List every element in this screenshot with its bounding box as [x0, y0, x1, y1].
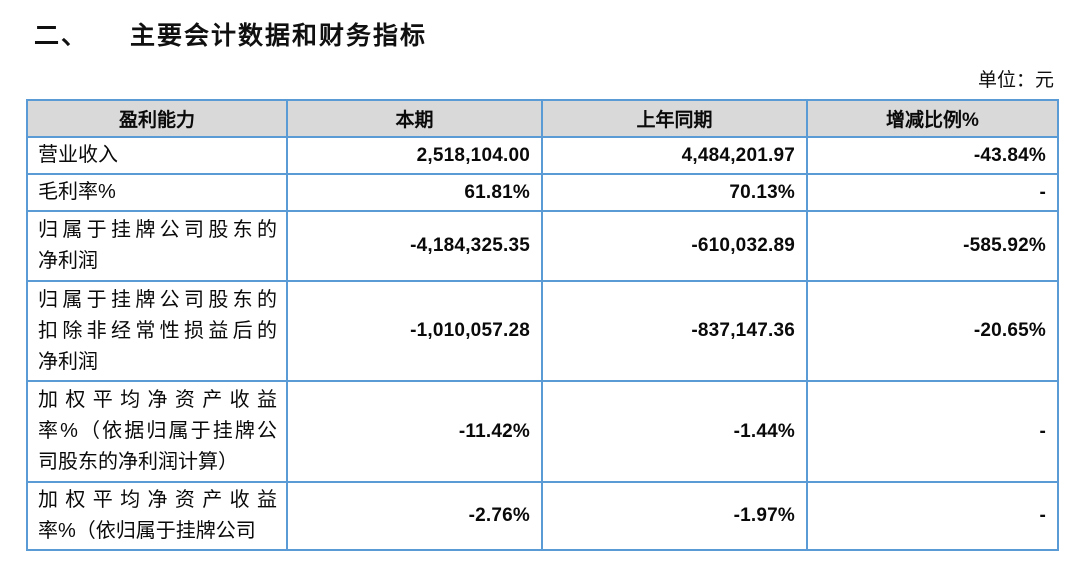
column-header-prior-period: 上年同期: [541, 99, 808, 138]
row-label-cell: 营业收入: [26, 136, 288, 175]
change-ratio-value: -: [806, 380, 1059, 483]
row-label: 加权平均净资产收益 率%（依归属于挂牌公司: [38, 485, 277, 547]
row-label-cell: 归属于挂牌公司股东的 扣除非经常性损益后的 净利润: [26, 280, 288, 382]
row-label-cell: 加权平均净资产收益 率%（依据归属于挂牌公 司股东的净利润计算）: [26, 380, 288, 483]
row-label: 加权平均净资产收益 率%（依据归属于挂牌公 司股东的净利润计算）: [38, 385, 277, 478]
row-label-line: 净利润: [38, 250, 98, 272]
section-heading: 二、 主要会计数据和财务指标: [34, 16, 427, 52]
financial-indicators-table: 盈利能力 本期 上年同期 增减比例% 营业收入 2,518,104.00 4,4…: [26, 99, 1059, 551]
current-period-value: -11.42%: [286, 380, 543, 483]
current-period-value: -2.76%: [286, 481, 543, 551]
section-title-text: 主要会计数据和财务指标: [130, 22, 428, 50]
table-row: 加权平均净资产收益 率%（依归属于挂牌公司 -2.76% -1.97% -: [26, 481, 1059, 551]
row-label-cell: 加权平均净资产收益 率%（依归属于挂牌公司: [26, 481, 288, 551]
table-body: 营业收入 2,518,104.00 4,484,201.97 -43.84% 毛…: [26, 136, 1059, 551]
table-row: 归属于挂牌公司股东的 净利润 -4,184,325.35 -610,032.89 …: [26, 210, 1059, 282]
row-label-cell: 归属于挂牌公司股东的 净利润: [26, 210, 288, 282]
change-ratio-value: -585.92%: [806, 210, 1059, 282]
change-ratio-value: -20.65%: [806, 280, 1059, 382]
row-label-line: 率%（依归属于挂牌公司: [38, 520, 256, 542]
row-label-line: 毛利率%: [38, 181, 116, 203]
row-label-line: 加权平均净资产收益: [38, 489, 277, 511]
row-label-line: 加权平均净资产收益: [38, 389, 277, 411]
prior-period-value: -610,032.89: [541, 210, 808, 282]
current-period-value: -4,184,325.35: [286, 210, 543, 282]
row-label: 毛利率%: [38, 177, 277, 208]
row-label-cell: 毛利率%: [26, 173, 288, 212]
row-label-line: 归属于挂牌公司股东的: [38, 288, 277, 311]
current-period-value: -1,010,057.28: [286, 280, 543, 382]
prior-period-value: -1.44%: [541, 380, 808, 483]
prior-period-value: 4,484,201.97: [541, 136, 808, 175]
row-label-line: 营业收入: [38, 144, 118, 166]
row-label-line: 率%（依据归属于挂牌公: [38, 420, 277, 442]
column-header-profitability: 盈利能力: [26, 99, 288, 138]
row-label-line: 归属于挂牌公司股东的: [38, 219, 277, 241]
table-row: 加权平均净资产收益 率%（依据归属于挂牌公 司股东的净利润计算） -11.42% -…: [26, 380, 1059, 483]
unit-label: 单位：元: [977, 70, 1054, 91]
current-period-value: 2,518,104.00: [286, 136, 543, 175]
row-label: 归属于挂牌公司股东的 扣除非经常性损益后的 净利润: [38, 285, 277, 378]
prior-period-value: -837,147.36: [541, 280, 808, 382]
column-header-current-period: 本期: [286, 99, 543, 138]
change-ratio-value: -43.84%: [806, 136, 1059, 175]
row-label: 归属于挂牌公司股东的 净利润: [38, 215, 277, 277]
table-row: 毛利率% 61.81% 70.13% -: [26, 173, 1059, 212]
change-ratio-value: -: [806, 481, 1059, 551]
current-period-value: 61.81%: [286, 173, 543, 212]
table-row: 营业收入 2,518,104.00 4,484,201.97 -43.84%: [26, 136, 1059, 175]
prior-period-value: -1.97%: [541, 481, 808, 551]
row-label-line: 司股东的净利润计算）: [38, 451, 238, 473]
column-header-change-ratio: 增减比例%: [806, 99, 1059, 138]
section-number: 二、: [34, 22, 89, 50]
row-label-line: 净利润: [38, 350, 98, 373]
row-label-line: 扣除非经常性损益后的: [38, 319, 277, 342]
table-row: 归属于挂牌公司股东的 扣除非经常性损益后的 净利润 -1,010,057.28 -8…: [26, 280, 1059, 382]
row-label: 营业收入: [38, 140, 277, 171]
prior-period-value: 70.13%: [541, 173, 808, 212]
change-ratio-value: -: [806, 173, 1059, 212]
table-header-row: 盈利能力 本期 上年同期 增减比例%: [26, 99, 1059, 138]
